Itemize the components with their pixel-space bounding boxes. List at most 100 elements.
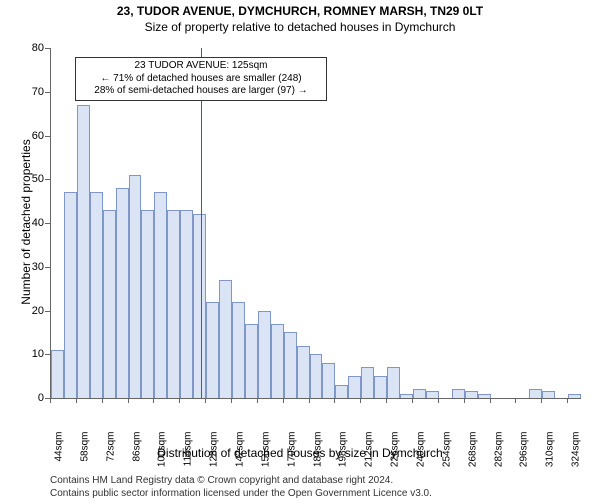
annotation-line3: 28% of semi-detached houses are larger (… xyxy=(80,85,322,98)
x-tick-mark xyxy=(515,398,516,403)
chart-subtitle: Size of property relative to detached ho… xyxy=(0,20,600,34)
y-tick-mark xyxy=(45,92,50,93)
histogram-bar xyxy=(271,324,284,398)
chart-title: 23, TUDOR AVENUE, DYMCHURCH, ROMNEY MARS… xyxy=(0,4,600,18)
x-tick-label: 212sqm xyxy=(364,432,375,477)
histogram-bar xyxy=(206,302,219,398)
x-tick-label: 44sqm xyxy=(54,432,65,477)
histogram-bar xyxy=(335,385,348,398)
x-tick-mark xyxy=(50,398,51,403)
x-tick-mark xyxy=(334,398,335,403)
y-tick-label: 60 xyxy=(14,130,44,142)
x-tick-label: 254sqm xyxy=(441,432,452,477)
x-tick-mark xyxy=(102,398,103,403)
x-tick-mark xyxy=(231,398,232,403)
y-tick-mark xyxy=(45,354,50,355)
x-tick-mark xyxy=(76,398,77,403)
histogram-bar xyxy=(258,311,271,399)
x-tick-mark xyxy=(257,398,258,403)
histogram-bar xyxy=(232,302,245,398)
histogram-bar xyxy=(374,376,387,398)
y-tick-label: 10 xyxy=(14,348,44,360)
annotation-box: 23 TUDOR AVENUE: 125sqm ← 71% of detache… xyxy=(75,57,327,101)
y-tick-mark xyxy=(45,267,50,268)
histogram-bar xyxy=(529,389,542,398)
histogram-bar xyxy=(103,210,116,398)
y-tick-label: 80 xyxy=(14,42,44,54)
histogram-bar xyxy=(167,210,180,398)
x-tick-mark xyxy=(464,398,465,403)
x-tick-label: 170sqm xyxy=(286,432,297,477)
histogram-bar xyxy=(413,389,426,398)
histogram-bar xyxy=(465,391,478,398)
plot-area xyxy=(50,48,581,399)
x-tick-mark xyxy=(567,398,568,403)
histogram-bar xyxy=(284,332,297,398)
x-tick-label: 58sqm xyxy=(79,432,90,477)
x-tick-label: 128sqm xyxy=(209,432,220,477)
x-tick-label: 198sqm xyxy=(338,432,349,477)
x-tick-label: 100sqm xyxy=(157,432,168,477)
x-tick-mark xyxy=(412,398,413,403)
y-tick-label: 70 xyxy=(14,86,44,98)
x-tick-label: 72sqm xyxy=(105,432,116,477)
x-tick-mark xyxy=(283,398,284,403)
y-tick-label: 40 xyxy=(14,217,44,229)
x-tick-label: 282sqm xyxy=(493,432,504,477)
x-tick-label: 310sqm xyxy=(545,432,556,477)
x-tick-label: 296sqm xyxy=(519,432,530,477)
x-tick-label: 268sqm xyxy=(467,432,478,477)
y-tick-mark xyxy=(45,179,50,180)
y-tick-label: 30 xyxy=(14,261,44,273)
histogram-bar xyxy=(129,175,142,398)
histogram-bar xyxy=(219,280,232,398)
histogram-bar xyxy=(568,394,581,398)
x-tick-mark xyxy=(179,398,180,403)
footer-line2: Contains public sector information licen… xyxy=(50,487,432,500)
histogram-bar xyxy=(297,346,310,399)
chart-container: 23, TUDOR AVENUE, DYMCHURCH, ROMNEY MARS… xyxy=(0,4,600,504)
y-tick-mark xyxy=(45,136,50,137)
x-tick-label: 324sqm xyxy=(571,432,582,477)
annotation-line2: ← 71% of detached houses are smaller (24… xyxy=(80,73,322,86)
y-tick-label: 20 xyxy=(14,305,44,317)
histogram-bar xyxy=(90,192,103,398)
histogram-bar xyxy=(387,367,400,398)
x-tick-mark xyxy=(153,398,154,403)
y-tick-label: 50 xyxy=(14,173,44,185)
histogram-bar xyxy=(542,391,555,398)
histogram-bar xyxy=(348,376,361,398)
histogram-bar xyxy=(141,210,154,398)
histogram-bar xyxy=(116,188,129,398)
histogram-bar xyxy=(154,192,167,398)
histogram-bar xyxy=(322,363,335,398)
x-tick-label: 114sqm xyxy=(183,432,194,477)
histogram-bar xyxy=(361,367,374,398)
y-tick-mark xyxy=(45,223,50,224)
y-tick-mark xyxy=(45,48,50,49)
histogram-bar xyxy=(51,350,64,398)
x-tick-mark xyxy=(541,398,542,403)
x-tick-mark xyxy=(490,398,491,403)
x-tick-mark xyxy=(438,398,439,403)
histogram-bar xyxy=(452,389,465,398)
x-tick-label: 240sqm xyxy=(415,432,426,477)
x-tick-mark xyxy=(128,398,129,403)
annotation-line1: 23 TUDOR AVENUE: 125sqm xyxy=(80,60,322,73)
x-tick-label: 184sqm xyxy=(312,432,323,477)
x-tick-mark xyxy=(386,398,387,403)
histogram-bar xyxy=(245,324,258,398)
x-tick-mark xyxy=(205,398,206,403)
x-tick-label: 86sqm xyxy=(131,432,142,477)
y-tick-mark xyxy=(45,311,50,312)
histogram-bar xyxy=(180,210,193,398)
x-tick-mark xyxy=(360,398,361,403)
x-tick-label: 226sqm xyxy=(390,432,401,477)
reference-line xyxy=(201,48,202,398)
histogram-bar xyxy=(310,354,323,398)
x-tick-label: 156sqm xyxy=(260,432,271,477)
x-tick-label: 142sqm xyxy=(234,432,245,477)
footer: Contains HM Land Registry data © Crown c… xyxy=(50,474,432,500)
histogram-bar xyxy=(77,105,90,398)
histogram-bar xyxy=(64,192,77,398)
